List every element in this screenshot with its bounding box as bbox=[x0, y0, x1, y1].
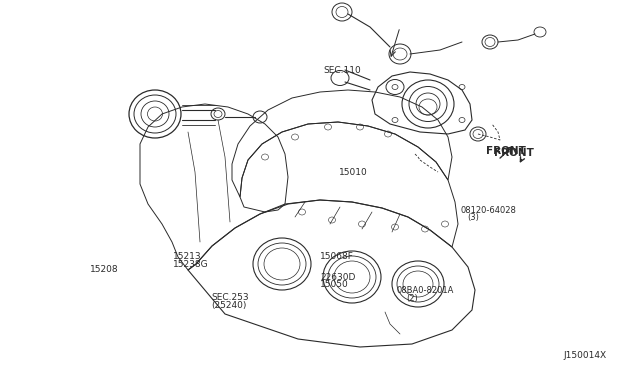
Text: 15010: 15010 bbox=[339, 169, 368, 177]
Text: 15238G: 15238G bbox=[173, 260, 209, 269]
Text: 15213: 15213 bbox=[173, 252, 202, 261]
Text: (2): (2) bbox=[406, 294, 418, 303]
Text: (25240): (25240) bbox=[211, 301, 246, 310]
Text: J150014X: J150014X bbox=[563, 351, 606, 360]
Text: FRONT: FRONT bbox=[486, 146, 526, 155]
Text: SEC.110: SEC.110 bbox=[323, 66, 361, 75]
Text: FRONT: FRONT bbox=[494, 148, 534, 158]
Text: 08120-64028: 08120-64028 bbox=[461, 206, 516, 215]
Text: 08BA0-8201A: 08BA0-8201A bbox=[397, 286, 454, 295]
Text: 15208: 15208 bbox=[90, 265, 118, 274]
Text: (3): (3) bbox=[467, 213, 479, 222]
Text: SEC.253: SEC.253 bbox=[211, 293, 249, 302]
Text: 15050: 15050 bbox=[320, 280, 349, 289]
Text: 15068F: 15068F bbox=[320, 252, 354, 261]
Text: 22630D: 22630D bbox=[320, 273, 355, 282]
